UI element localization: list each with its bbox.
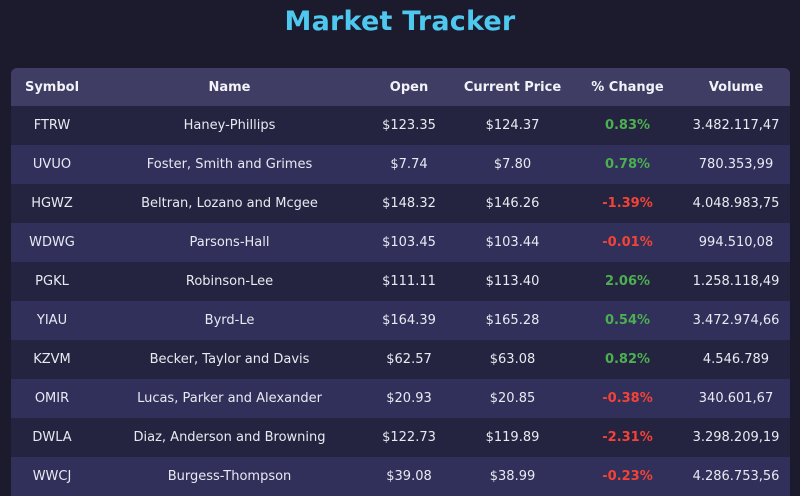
cell-change: -0.23% [602, 469, 653, 484]
cell-name: Foster, Smith and Grimes [146, 157, 313, 172]
cell-symbol: UVUO [32, 157, 72, 172]
cell-open: $148.32 [382, 196, 436, 211]
cell-name: Robinson-Lee [185, 274, 274, 289]
cell-current-price: $165.28 [485, 313, 540, 328]
column-header-volume[interactable]: Volume [708, 79, 764, 95]
table-row[interactable]: YIAU Byrd-Le $164.39 $165.28 0.54% 3.472.974,… [11, 301, 790, 340]
table-row[interactable]: HGWZ Beltran, Lozano and Mcgee $148.32 $146… [11, 184, 790, 223]
cell-open: $122.73 [382, 430, 436, 445]
cell-name: Byrd-Le [204, 313, 255, 328]
cell-change: -0.01% [602, 235, 653, 250]
cell-volume: 3.472.974,66 [692, 313, 780, 328]
table-body: FTRW Haney-Phillips $123.35 $124.37 0.83% 3.4… [11, 106, 790, 496]
cell-symbol: FTRW [33, 118, 71, 133]
cell-symbol: OMIR [34, 391, 70, 406]
cell-volume: 340.601,67 [698, 391, 774, 406]
cell-open: $164.39 [382, 313, 436, 328]
cell-volume: 4.286.753,56 [692, 469, 780, 484]
cell-symbol: WWCJ [32, 469, 72, 484]
cell-name: Lucas, Parker and Alexander [137, 391, 322, 406]
cell-current-price: $146.26 [485, 196, 540, 211]
cell-current-price: $119.89 [485, 430, 540, 445]
cell-open: $103.45 [382, 235, 436, 250]
cell-change: 0.82% [604, 352, 651, 367]
cell-name: Beltran, Lozano and Mcgee [141, 196, 318, 211]
cell-symbol: KZVM [33, 352, 71, 367]
cell-current-price: $103.44 [485, 235, 540, 250]
cell-symbol: PGKL [35, 274, 69, 289]
column-header-symbol[interactable]: Symbol [24, 79, 80, 95]
cell-open: $39.08 [386, 469, 432, 484]
table-row[interactable]: DWLA Diaz, Anderson and Browning $122.73 $1… [11, 418, 790, 457]
column-header-current-price[interactable]: Current Price [463, 79, 562, 95]
cell-change: -0.38% [602, 391, 653, 406]
market-table: Symbol Name Open Current Price % Change … [11, 68, 790, 496]
cell-volume: 994.510,08 [698, 235, 774, 250]
column-header-open[interactable]: Open [389, 79, 429, 95]
cell-open: $62.57 [386, 352, 432, 367]
table-row[interactable]: WWCJ Burgess-Thompson $39.08 $38.99 -0.23% 4.… [11, 457, 790, 496]
cell-current-price: $113.40 [485, 274, 540, 289]
market-table-container: Symbol Name Open Current Price % Change … [11, 68, 790, 496]
cell-open: $123.35 [382, 118, 436, 133]
cell-current-price: $20.85 [489, 391, 536, 406]
cell-name: Burgess-Thompson [167, 469, 292, 484]
table-header: Symbol Name Open Current Price % Change … [11, 68, 790, 106]
cell-current-price: $7.80 [493, 157, 532, 172]
cell-change: 2.06% [604, 274, 651, 289]
cell-name: Diaz, Anderson and Browning [133, 430, 326, 445]
column-header-name[interactable]: Name [208, 79, 251, 95]
column-header-change[interactable]: % Change [591, 79, 664, 95]
cell-symbol: YIAU [36, 313, 68, 328]
cell-current-price: $38.99 [489, 469, 536, 484]
cell-symbol: WDWG [29, 235, 75, 250]
cell-open: $20.93 [386, 391, 432, 406]
cell-current-price: $124.37 [485, 118, 540, 133]
cell-volume: 1.258.118,49 [692, 274, 780, 289]
cell-volume: 3.298.209,19 [692, 430, 780, 445]
cell-name: Haney-Phillips [183, 118, 276, 133]
cell-open: $7.74 [390, 157, 428, 172]
cell-change: 0.83% [604, 118, 651, 133]
cell-volume: 4.546.789 [702, 352, 770, 367]
cell-change: 0.54% [604, 313, 651, 328]
page-title: Market Tracker [284, 6, 516, 37]
table-row[interactable]: UVUO Foster, Smith and Grimes $7.74 $7.80 0.… [11, 145, 790, 184]
cell-change: -2.31% [602, 430, 653, 445]
cell-name: Becker, Taylor and Davis [149, 352, 310, 367]
cell-volume: 4.048.983,75 [692, 196, 780, 211]
table-row[interactable]: WDWG Parsons-Hall $103.45 $103.44 -0.01% 994.… [11, 223, 790, 262]
cell-open: $111.11 [382, 274, 436, 289]
cell-name: Parsons-Hall [189, 235, 270, 250]
cell-change: -1.39% [602, 196, 653, 211]
table-row[interactable]: PGKL Robinson-Lee $111.11 $113.40 2.06% 1.258… [11, 262, 790, 301]
cell-symbol: DWLA [32, 430, 72, 445]
table-row[interactable]: KZVM Becker, Taylor and Davis $62.57 $63.08… [11, 340, 790, 379]
cell-symbol: HGWZ [31, 196, 73, 211]
cell-volume: 3.482.117,47 [692, 118, 780, 133]
cell-volume: 780.353,99 [698, 157, 774, 172]
cell-current-price: $63.08 [489, 352, 536, 367]
header-row: Symbol Name Open Current Price % Change … [11, 68, 790, 106]
table-row[interactable]: FTRW Haney-Phillips $123.35 $124.37 0.83% 3.4… [11, 106, 790, 145]
cell-change: 0.78% [604, 157, 651, 172]
table-row[interactable]: OMIR Lucas, Parker and Alexander $20.93 $20… [11, 379, 790, 418]
